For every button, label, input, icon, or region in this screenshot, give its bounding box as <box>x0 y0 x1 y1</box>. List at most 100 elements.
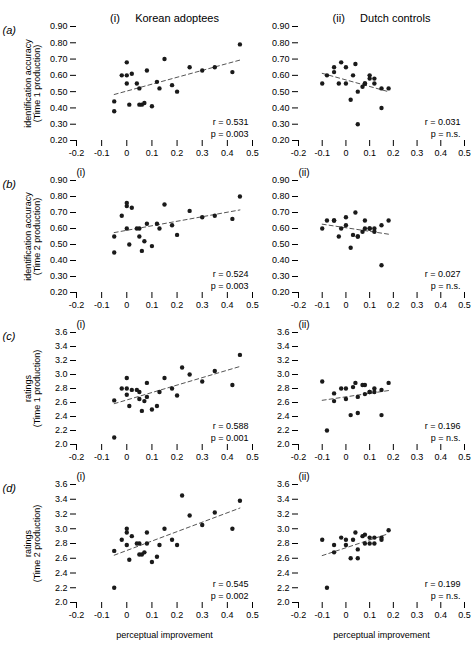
svg-text:-0.1: -0.1 <box>94 148 110 158</box>
svg-text:0.2: 0.2 <box>171 610 184 620</box>
svg-text:-0.1: -0.1 <box>314 148 330 158</box>
svg-text:0.20: 0.20 <box>50 135 68 145</box>
svg-text:0: 0 <box>124 148 129 158</box>
svg-text:ratings(Time 1 production): ratings(Time 1 production) <box>23 350 42 428</box>
svg-text:0.80: 0.80 <box>272 38 290 48</box>
svg-text:(c): (c) <box>3 330 16 342</box>
svg-text:0.50: 0.50 <box>50 239 68 249</box>
svg-text:p = n.s.: p = n.s. <box>431 433 461 443</box>
svg-text:0.40: 0.40 <box>50 103 68 113</box>
svg-text:0: 0 <box>343 452 348 462</box>
svg-text:0.70: 0.70 <box>272 54 290 64</box>
svg-text:0.4: 0.4 <box>435 300 448 310</box>
svg-text:-0.1: -0.1 <box>94 610 110 620</box>
svg-text:0.5: 0.5 <box>458 610 471 620</box>
svg-text:0: 0 <box>124 610 129 620</box>
svg-text:0.30: 0.30 <box>272 271 290 281</box>
svg-text:0.80: 0.80 <box>50 38 68 48</box>
svg-text:perceptual improvement: perceptual improvement <box>116 630 213 640</box>
svg-text:p = n.s.: p = n.s. <box>431 281 461 291</box>
svg-text:0.2: 0.2 <box>387 300 400 310</box>
svg-text:0.70: 0.70 <box>50 207 68 217</box>
svg-text:-0.2: -0.2 <box>69 610 85 620</box>
svg-text:2.8: 2.8 <box>277 383 290 393</box>
svg-text:0.90: 0.90 <box>50 21 68 31</box>
svg-text:0.2: 0.2 <box>387 610 400 620</box>
svg-text:0.60: 0.60 <box>272 70 290 80</box>
svg-text:-0.2: -0.2 <box>291 610 307 620</box>
svg-text:p = n.s.: p = n.s. <box>431 591 461 601</box>
svg-text:0.4: 0.4 <box>435 610 448 620</box>
svg-text:-0.2: -0.2 <box>291 452 307 462</box>
svg-text:3.4: 3.4 <box>55 494 68 504</box>
svg-text:0.4: 0.4 <box>435 148 448 158</box>
svg-text:0.2: 0.2 <box>387 148 400 158</box>
svg-text:0.1: 0.1 <box>146 610 159 620</box>
svg-text:2.4: 2.4 <box>55 568 68 578</box>
svg-text:0.30: 0.30 <box>50 271 68 281</box>
svg-text:-0.2: -0.2 <box>291 148 307 158</box>
svg-text:3.0: 3.0 <box>55 524 68 534</box>
svg-text:0.2: 0.2 <box>171 148 184 158</box>
svg-text:3.6: 3.6 <box>277 479 290 489</box>
svg-text:(i): (i) <box>77 471 86 482</box>
svg-text:(ii): (ii) <box>299 319 310 330</box>
svg-text:2.8: 2.8 <box>55 538 68 548</box>
svg-text:0.3: 0.3 <box>196 300 209 310</box>
svg-text:0.20: 0.20 <box>50 287 68 297</box>
svg-text:2.2: 2.2 <box>277 425 290 435</box>
svg-text:-0.2: -0.2 <box>291 300 307 310</box>
svg-text:0.90: 0.90 <box>272 175 290 185</box>
svg-text:0.3: 0.3 <box>196 610 209 620</box>
svg-text:-0.1: -0.1 <box>314 452 330 462</box>
svg-text:(b): (b) <box>3 178 17 190</box>
svg-text:identification accuracy(Time 2: identification accuracy(Time 2 productio… <box>23 192 42 281</box>
svg-text:r = 0.199: r = 0.199 <box>425 579 461 589</box>
svg-text:0.60: 0.60 <box>50 223 68 233</box>
svg-text:0.3: 0.3 <box>196 148 209 158</box>
svg-text:0.4: 0.4 <box>221 300 234 310</box>
svg-text:2.0: 2.0 <box>277 597 290 607</box>
svg-text:0.40: 0.40 <box>272 255 290 265</box>
svg-text:-0.2: -0.2 <box>69 148 85 158</box>
svg-text:2.2: 2.2 <box>55 425 68 435</box>
svg-text:-0.1: -0.1 <box>94 452 110 462</box>
svg-text:2.8: 2.8 <box>277 538 290 548</box>
svg-text:0: 0 <box>124 452 129 462</box>
svg-text:0.5: 0.5 <box>246 610 259 620</box>
svg-text:3.2: 3.2 <box>55 509 68 519</box>
svg-text:0.60: 0.60 <box>50 70 68 80</box>
svg-text:(a): (a) <box>3 24 17 36</box>
svg-text:0.1: 0.1 <box>363 610 376 620</box>
svg-text:0.1: 0.1 <box>363 452 376 462</box>
svg-text:0.40: 0.40 <box>272 103 290 113</box>
svg-text:r = 0.545: r = 0.545 <box>213 579 249 589</box>
svg-text:ratings(Time 2 production): ratings(Time 2 production) <box>23 505 42 583</box>
svg-text:(d): (d) <box>3 482 17 494</box>
svg-text:-0.2: -0.2 <box>69 452 85 462</box>
svg-text:identification accuracy(Time 1: identification accuracy(Time 1 productio… <box>23 39 42 128</box>
svg-text:-0.2: -0.2 <box>69 300 85 310</box>
svg-text:2.0: 2.0 <box>55 439 68 449</box>
svg-text:0.5: 0.5 <box>458 452 471 462</box>
svg-text:2.6: 2.6 <box>277 553 290 563</box>
svg-text:0.3: 0.3 <box>411 610 424 620</box>
svg-text:2.0: 2.0 <box>277 439 290 449</box>
svg-text:0.30: 0.30 <box>272 119 290 129</box>
svg-text:0.4: 0.4 <box>435 452 448 462</box>
svg-text:3.0: 3.0 <box>277 369 290 379</box>
svg-text:3.4: 3.4 <box>55 341 68 351</box>
svg-text:3.4: 3.4 <box>277 494 290 504</box>
svg-text:p = n.s.: p = n.s. <box>431 129 461 139</box>
svg-text:0.90: 0.90 <box>272 21 290 31</box>
svg-text:0.1: 0.1 <box>363 300 376 310</box>
svg-text:0.4: 0.4 <box>221 452 234 462</box>
svg-text:0.50: 0.50 <box>272 239 290 249</box>
svg-text:3.2: 3.2 <box>55 355 68 365</box>
svg-text:0.2: 0.2 <box>171 300 184 310</box>
svg-text:0.3: 0.3 <box>196 452 209 462</box>
svg-text:2.6: 2.6 <box>55 397 68 407</box>
svg-text:(ii) Dutch controls: (ii) Dutch controls <box>333 12 431 24</box>
svg-text:r = 0.031: r = 0.031 <box>425 117 461 127</box>
svg-text:0.50: 0.50 <box>272 87 290 97</box>
